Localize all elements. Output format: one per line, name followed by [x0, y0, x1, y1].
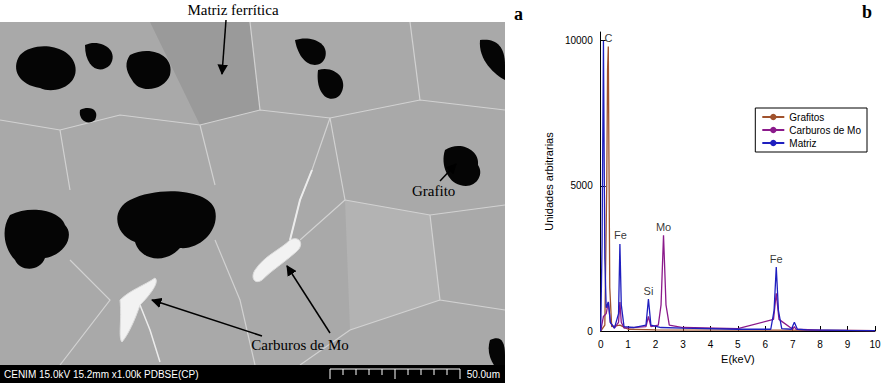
svg-text:7: 7 [790, 339, 796, 350]
svg-text:5000: 5000 [570, 180, 593, 191]
svg-text:C: C [604, 32, 612, 44]
svg-text:Matriz: Matriz [789, 138, 816, 149]
svg-text:9: 9 [845, 339, 851, 350]
svg-text:Mo: Mo [656, 221, 671, 233]
svg-text:Matriz ferrítica: Matriz ferrítica [187, 2, 279, 18]
svg-text:E(keV): E(keV) [721, 353, 755, 365]
svg-text:Fe: Fe [614, 229, 627, 241]
svg-text:10: 10 [869, 339, 881, 350]
svg-text:CENIM 15.0kV 15.2mm x1.00k PDB: CENIM 15.0kV 15.2mm x1.00k PDBSE(CP) [4, 369, 199, 380]
svg-text:Fe: Fe [770, 253, 783, 265]
html-text:a: a [514, 4, 523, 24]
svg-text:Si: Si [644, 285, 654, 297]
svg-text:8: 8 [817, 339, 823, 350]
svg-text:50.0um: 50.0um [467, 369, 500, 380]
svg-text:6: 6 [763, 339, 769, 350]
svg-text:1: 1 [625, 339, 631, 350]
svg-text:0: 0 [598, 339, 604, 350]
svg-text:Carburos de Mo: Carburos de Mo [251, 337, 349, 353]
svg-text:10000: 10000 [565, 35, 593, 46]
svg-text:0: 0 [587, 326, 593, 337]
svg-text:3: 3 [680, 339, 686, 350]
svg-text:Grafito: Grafito [412, 183, 455, 199]
svg-text:5: 5 [735, 339, 741, 350]
html-text:b: b [862, 2, 872, 22]
svg-text:Carburos de Mo: Carburos de Mo [789, 125, 861, 136]
svg-text:Unidades arbitrarias: Unidades arbitrarias [543, 132, 555, 231]
svg-text:4: 4 [708, 339, 714, 350]
svg-text:2: 2 [653, 339, 659, 350]
svg-text:Grafitos: Grafitos [789, 112, 824, 123]
